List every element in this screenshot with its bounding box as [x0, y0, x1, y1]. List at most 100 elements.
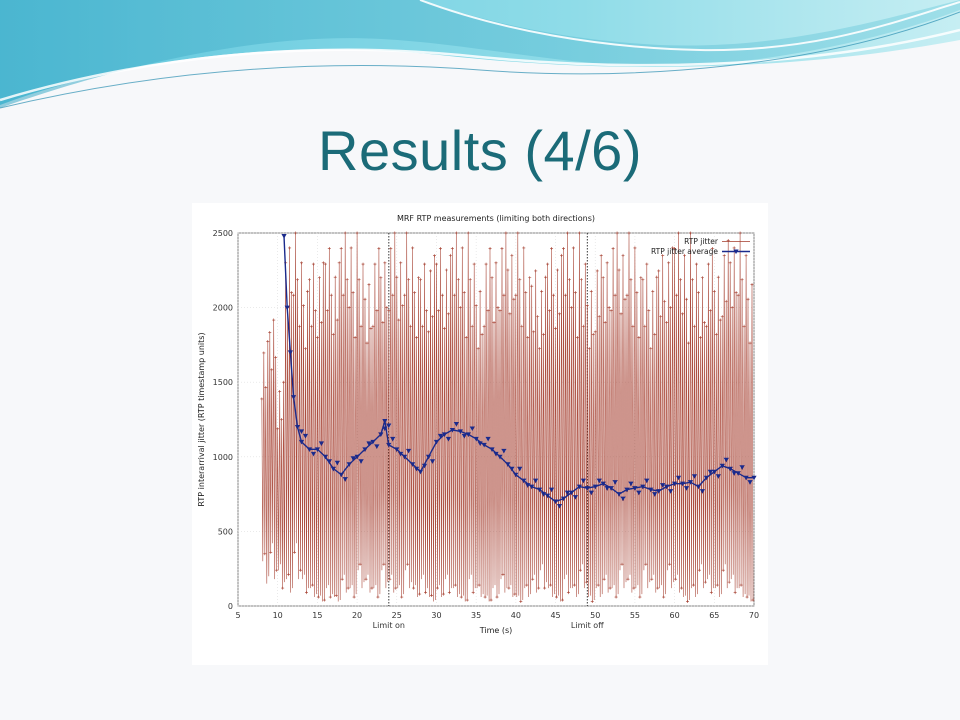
x-tick-label: 70: [749, 611, 759, 620]
jitter-point: [387, 309, 391, 313]
jitter-point: [566, 591, 570, 595]
jitter-point: [357, 278, 361, 282]
wave-thin-stroke-2: [419, 0, 960, 52]
jitter-point: [623, 297, 627, 301]
average-point: [330, 466, 336, 472]
y-tick-label: 500: [218, 527, 233, 536]
jitter-point: [690, 278, 694, 282]
jitter-point: [750, 283, 754, 287]
average-point: [695, 484, 702, 490]
jitter-point: [550, 247, 554, 251]
jitter-point: [492, 321, 496, 325]
jitter-point: [345, 278, 349, 282]
jitter-point: [367, 283, 371, 287]
average-point: [346, 462, 352, 467]
jitter-point: [671, 246, 675, 250]
jitter-point: [466, 231, 470, 235]
jitter-point: [614, 595, 618, 599]
jitter-point: [651, 289, 655, 293]
average-point: [735, 471, 741, 476]
jitter-point: [730, 306, 734, 310]
jitter-point: [644, 562, 648, 566]
jitter-point: [310, 583, 314, 587]
jitter-point: [746, 297, 750, 301]
jitter-point: [712, 289, 716, 293]
jitter-point: [537, 586, 541, 590]
jitter-point: [480, 332, 484, 336]
jitter-point: [526, 335, 530, 339]
jitter-point: [405, 231, 409, 235]
average-point: [342, 477, 348, 482]
jitter-point: [698, 335, 702, 339]
average-point: [298, 439, 305, 445]
jitter-point: [470, 324, 474, 328]
average-point: [449, 427, 455, 433]
jitter-point: [736, 293, 740, 297]
jitter-point: [534, 269, 538, 273]
jitter-point: [577, 231, 581, 235]
average-point: [481, 442, 487, 448]
jitter-point: [720, 315, 724, 319]
legend-marker-average: [733, 249, 739, 255]
jitter-point: [316, 595, 320, 599]
jitter-point: [315, 335, 319, 339]
jitter-point: [555, 595, 559, 599]
jitter-point: [262, 351, 266, 355]
average-point: [406, 448, 412, 454]
jitter-point: [281, 586, 285, 590]
jitter-point: [415, 335, 419, 339]
wave-thin-stroke: [0, 11, 960, 109]
jitter-point: [559, 253, 563, 257]
jitter-point: [554, 326, 558, 330]
jitter-point: [665, 321, 669, 325]
jitter-point: [650, 577, 654, 581]
jitter-point: [425, 309, 429, 313]
jitter-point: [436, 309, 440, 313]
jitter-point: [573, 291, 577, 295]
average-point: [298, 429, 305, 435]
jitter-point: [520, 324, 524, 328]
average-point: [751, 475, 757, 481]
average-point: [552, 499, 559, 505]
jitter-point: [300, 261, 304, 265]
jitter-point: [464, 335, 468, 339]
average-point: [485, 436, 491, 442]
jitter-point: [440, 293, 444, 297]
x-tick-label: 55: [630, 611, 640, 620]
legend-label-average: RTP jitter average: [651, 247, 718, 256]
jitter-point: [496, 306, 500, 310]
jitter-point: [343, 231, 347, 235]
jitter-point: [518, 278, 522, 282]
average-point: [469, 426, 475, 432]
average-point: [632, 486, 638, 491]
jitter-point: [625, 293, 629, 297]
jitter-point: [506, 268, 510, 272]
jitter-point: [323, 262, 327, 266]
jitter-point: [742, 324, 746, 328]
jitter-point: [370, 586, 374, 590]
jitter-point: [587, 347, 591, 351]
jitter-point: [450, 247, 454, 251]
average-point: [437, 433, 444, 439]
jitter-point: [268, 330, 272, 334]
jitter-point: [675, 293, 679, 297]
jitter-point: [502, 293, 506, 297]
average-point: [402, 454, 408, 460]
jitter-point: [629, 278, 633, 282]
jitter-point: [331, 332, 335, 336]
jitter-point: [738, 231, 742, 235]
jitter-point: [680, 586, 684, 590]
average-point: [731, 471, 737, 476]
jitter-point: [702, 321, 706, 325]
jitter-point: [328, 595, 332, 599]
jitter-point: [519, 600, 523, 604]
jitter-point: [615, 231, 619, 235]
jitter-point: [477, 583, 481, 587]
jitter-point: [471, 591, 475, 595]
jitter-point: [489, 598, 493, 602]
jitter-point: [483, 595, 487, 599]
x-tick-label: 35: [471, 611, 481, 620]
jitter-point: [382, 562, 386, 566]
jitter-point: [500, 247, 504, 251]
jitter-point: [611, 247, 615, 251]
